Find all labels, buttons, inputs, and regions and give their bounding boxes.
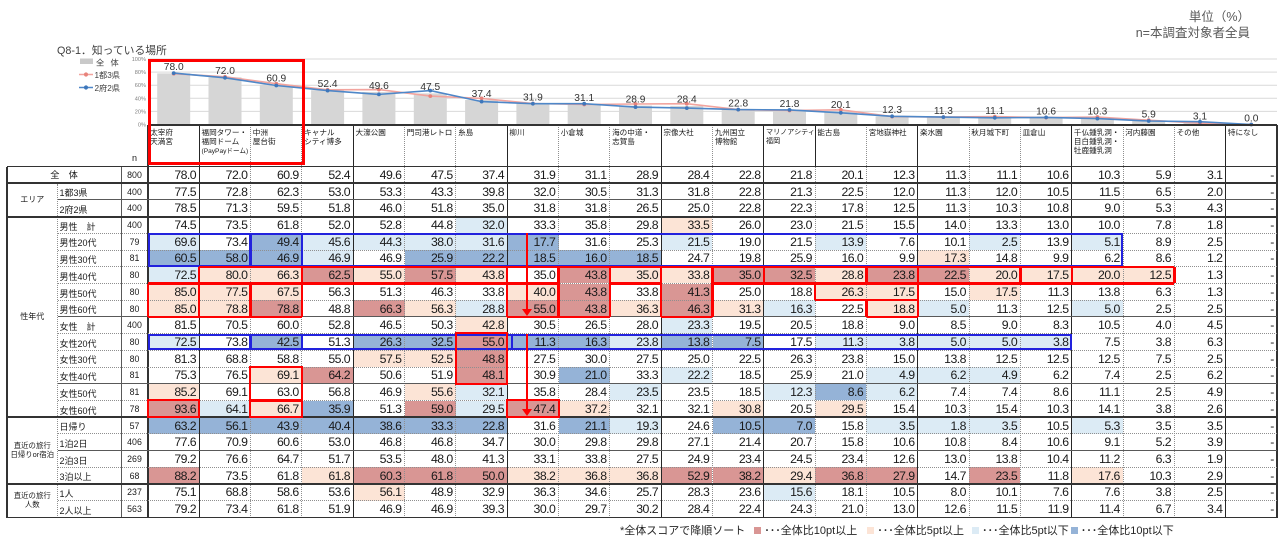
svg-text:22.8: 22.8 bbox=[728, 98, 748, 109]
svg-text:40%: 40% bbox=[135, 96, 146, 102]
svg-text:11.1: 11.1 bbox=[985, 106, 1004, 117]
svg-text:72.0: 72.0 bbox=[215, 66, 235, 77]
svg-text:60%: 60% bbox=[135, 83, 146, 89]
svg-text:49.6: 49.6 bbox=[369, 81, 389, 92]
svg-text:1都3県: 1都3県 bbox=[95, 71, 120, 80]
svg-text:全 体: 全 体 bbox=[96, 58, 121, 68]
svg-text:10.6: 10.6 bbox=[1036, 106, 1056, 117]
svg-text:20.1: 20.1 bbox=[831, 100, 851, 111]
svg-text:2府2県: 2府2県 bbox=[95, 83, 120, 93]
svg-text:0%: 0% bbox=[138, 123, 146, 129]
svg-text:31.1: 31.1 bbox=[574, 93, 594, 104]
svg-text:20%: 20% bbox=[135, 109, 146, 115]
svg-text:0.0: 0.0 bbox=[1244, 113, 1258, 124]
svg-text:12.3: 12.3 bbox=[882, 105, 902, 116]
svg-text:100%: 100% bbox=[132, 57, 146, 63]
svg-text:3.1: 3.1 bbox=[1193, 111, 1207, 122]
svg-text:78.0: 78.0 bbox=[164, 62, 184, 73]
svg-text:28.9: 28.9 bbox=[626, 94, 646, 105]
svg-text:47.5: 47.5 bbox=[420, 82, 440, 93]
svg-text:10.3: 10.3 bbox=[1087, 107, 1107, 118]
svg-text:31.9: 31.9 bbox=[523, 92, 543, 103]
svg-text:5.9: 5.9 bbox=[1142, 109, 1156, 120]
svg-text:37.4: 37.4 bbox=[472, 89, 492, 100]
svg-text:11.3: 11.3 bbox=[934, 106, 953, 117]
svg-text:28.4: 28.4 bbox=[677, 95, 697, 106]
svg-text:80%: 80% bbox=[135, 70, 146, 76]
svg-text:21.8: 21.8 bbox=[780, 99, 800, 110]
svg-text:60.9: 60.9 bbox=[266, 73, 286, 84]
svg-text:52.4: 52.4 bbox=[318, 79, 338, 90]
